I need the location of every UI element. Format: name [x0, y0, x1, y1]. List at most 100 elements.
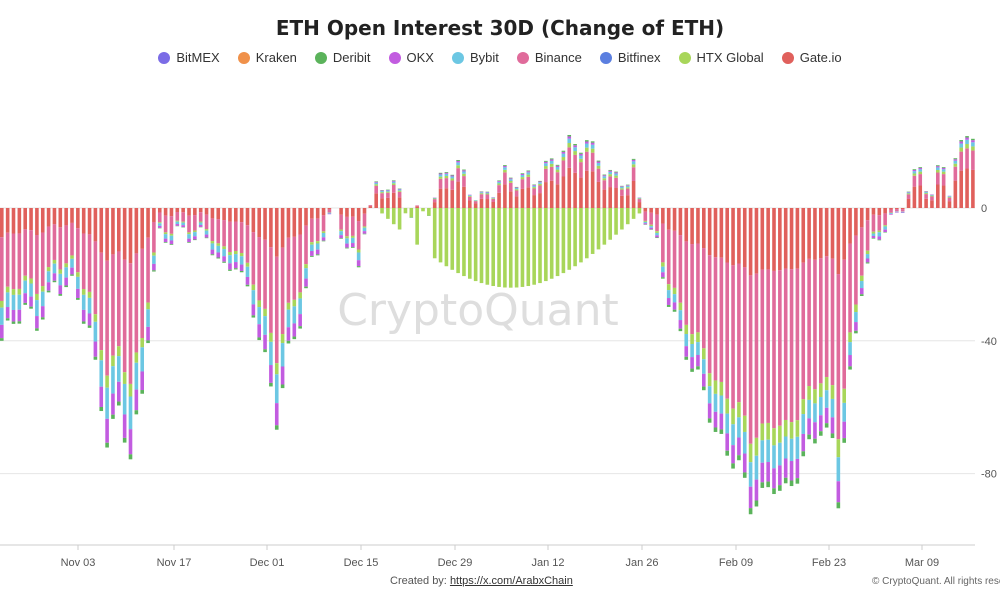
- legend-item-binance[interactable]: Binance: [516, 50, 582, 65]
- bar-segment-binance: [661, 223, 665, 263]
- bar-segment-htx-global: [263, 308, 267, 317]
- bar-segment-okx: [386, 189, 390, 191]
- bar-segment-htx-global: [561, 208, 566, 274]
- bar-segment-binance: [58, 227, 63, 270]
- bar-segment-binance: [842, 259, 846, 389]
- bar-stack: [941, 167, 946, 208]
- bar-segment-bybit: [859, 281, 864, 289]
- legend-item-deribit[interactable]: Deribit: [314, 50, 371, 65]
- bar-segment-gate-io: [754, 208, 759, 274]
- bar-segment-bybit: [655, 232, 659, 236]
- bar-segment-htx-global: [409, 208, 414, 218]
- bar-segment-deribit: [362, 233, 367, 235]
- bar-segment-htx-global: [959, 147, 963, 152]
- bar-stack: [514, 186, 519, 288]
- bar-segment-deribit: [696, 366, 700, 370]
- bar-segment-binance: [631, 167, 636, 181]
- legend-item-gate-io[interactable]: Gate.io: [781, 50, 842, 65]
- bar-segment-gate-io: [854, 208, 858, 236]
- bar-segment-binance: [146, 237, 150, 303]
- bar-segment-deribit: [783, 477, 788, 484]
- bar-segment-okx: [900, 212, 905, 213]
- bar-segment-gate-io: [848, 208, 852, 244]
- bar-segment-gate-io: [274, 208, 279, 257]
- footer-created-link[interactable]: https://x.com/ArabxChain: [449, 575, 573, 587]
- bar-stack: [965, 136, 969, 208]
- legend-item-okx[interactable]: OKX: [388, 50, 434, 65]
- bar-segment-deribit: [713, 427, 718, 432]
- legend-item-bybit[interactable]: Bybit: [451, 50, 499, 65]
- bar-segment-deribit: [187, 242, 191, 243]
- bar-segment-deribit: [222, 261, 226, 263]
- legend-item-bitmex[interactable]: BitMEX: [158, 50, 220, 65]
- bar-segment-binance: [64, 225, 68, 264]
- x-tick-label: Nov 17: [157, 557, 192, 569]
- bar-segment-binance: [713, 257, 718, 381]
- bar-segment-htx-global: [292, 299, 297, 307]
- bar-segment-htx-global: [947, 196, 952, 198]
- bar-segment-gate-io: [292, 208, 297, 237]
- bar-segment-bybit: [193, 232, 197, 237]
- bar-segment-binance: [122, 259, 127, 373]
- bar-segment-bybit: [81, 294, 86, 310]
- bar-segment-deribit: [52, 280, 57, 283]
- bar-stack: [953, 158, 958, 208]
- bar-segment-deribit: [655, 237, 659, 239]
- bar-segment-bybit: [234, 254, 238, 263]
- bar-segment-deribit: [58, 294, 63, 296]
- bar-segment-binance: [386, 192, 390, 198]
- bar-stack: [128, 208, 133, 460]
- bar-segment-htx-global: [58, 269, 63, 274]
- bar-segment-binance: [725, 262, 729, 399]
- bar-stack: [883, 208, 887, 233]
- bar-segment-htx-global: [930, 195, 934, 197]
- bar-segment-bybit: [380, 191, 384, 193]
- bar-segment-okx: [181, 225, 185, 228]
- bar-segment-deribit: [690, 368, 694, 372]
- bar-segment-deribit: [204, 237, 209, 239]
- bar-segment-deribit: [585, 140, 589, 142]
- bar-segment-okx: [497, 180, 501, 182]
- bar-segment-deribit: [859, 294, 864, 296]
- bar-stack: [198, 208, 203, 228]
- bar-segment-deribit: [216, 257, 221, 259]
- bar-segment-gate-io: [508, 191, 513, 208]
- bar-segment-htx-global: [748, 443, 753, 463]
- bar-segment-okx: [625, 185, 630, 186]
- bar-segment-okx: [40, 306, 45, 318]
- bar-segment-htx-global: [859, 275, 864, 282]
- bar-segment-binance: [175, 212, 180, 221]
- bar-stack: [339, 208, 343, 239]
- bar-segment-bybit: [754, 455, 759, 480]
- bar-segment-binance: [263, 239, 267, 309]
- bar-segment-okx: [315, 249, 320, 255]
- bar-segment-deribit: [193, 239, 197, 241]
- bar-segment-bybit: [52, 263, 57, 274]
- bar-segment-deribit: [29, 306, 33, 309]
- legend-item-bitfinex[interactable]: Bitfinex: [599, 50, 661, 65]
- bar-segment-binance: [532, 188, 536, 196]
- x-tick-label: Mar 09: [905, 557, 939, 569]
- bar-segment-binance: [5, 232, 10, 287]
- bar-segment-gate-io: [23, 208, 27, 230]
- legend-item-kraken[interactable]: Kraken: [237, 50, 297, 65]
- bar-segment-binance: [848, 243, 852, 333]
- bar-segment-htx-global: [386, 208, 390, 219]
- bar-segment-deribit: [374, 181, 378, 182]
- bar-segment-htx-global: [766, 422, 770, 440]
- bar-segment-okx: [918, 167, 923, 170]
- bar-segment-binance: [315, 218, 320, 242]
- bar-segment-okx: [631, 159, 636, 162]
- bar-segment-gate-io: [473, 203, 478, 208]
- bar-segment-binance: [772, 270, 776, 429]
- legend-item-htx-global[interactable]: HTX Global: [678, 50, 764, 65]
- bar-segment-htx-global: [549, 208, 554, 279]
- bar-segment-htx-global: [602, 178, 607, 181]
- bar-segment-htx-global: [772, 428, 776, 446]
- bar-stack: [409, 208, 414, 218]
- bar-segment-htx-global: [666, 284, 671, 291]
- bar-segment-bybit: [152, 255, 156, 264]
- bar-segment-bybit: [602, 176, 607, 179]
- bar-segment-bybit: [696, 342, 700, 355]
- bar-stack: [789, 208, 794, 487]
